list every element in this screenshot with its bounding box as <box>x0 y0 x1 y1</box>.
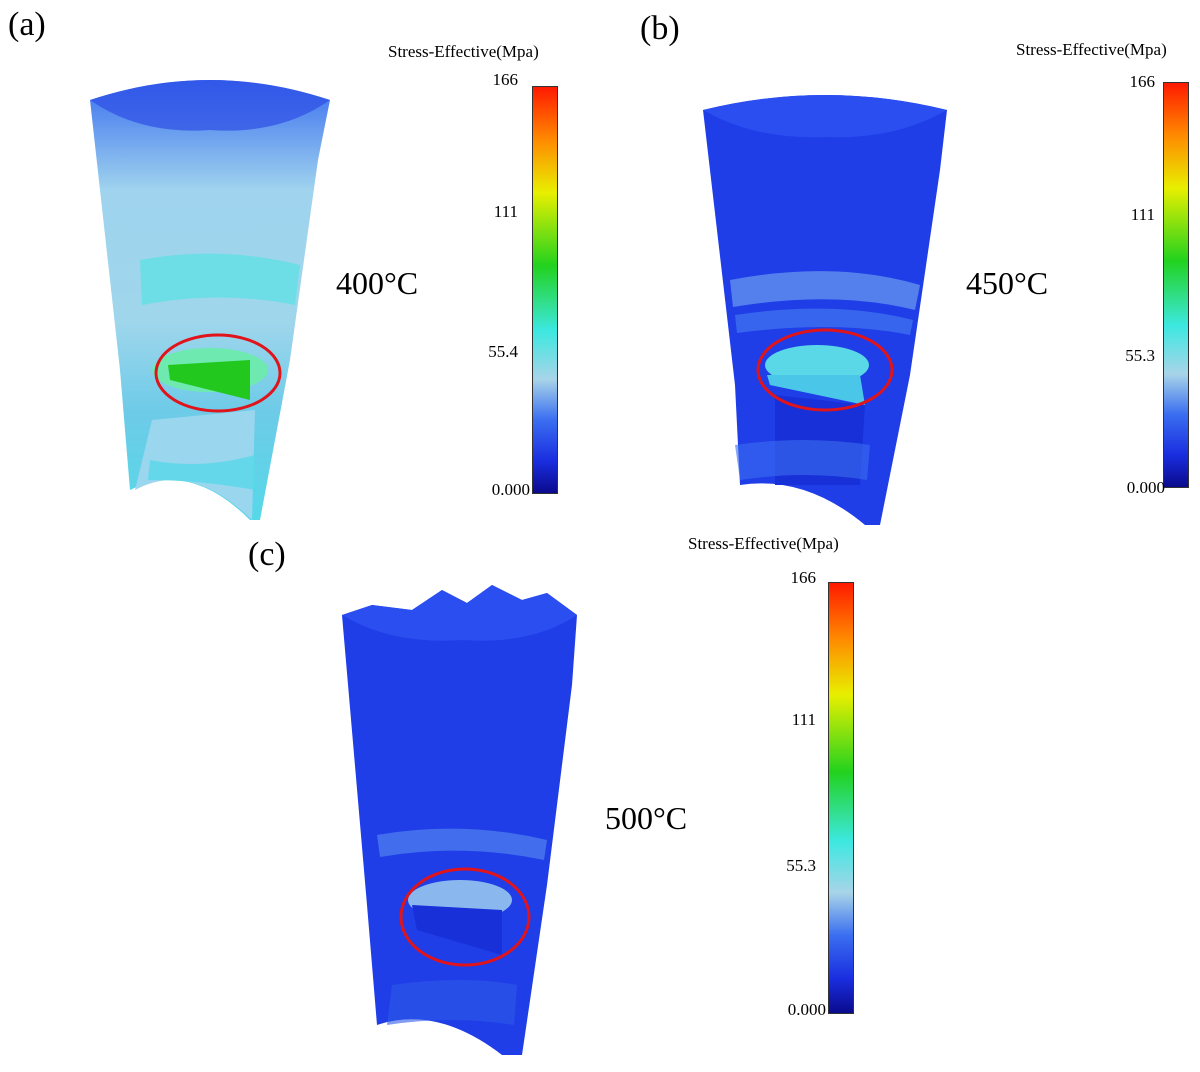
tick-a-111: 111 <box>493 202 518 221</box>
highlight-circle-c <box>399 867 531 967</box>
temperature-label-c: 500°C <box>605 800 688 836</box>
colorbar-b <box>1163 82 1189 488</box>
panel-label-a: (a) <box>8 6 46 43</box>
highlight-circle-a <box>154 333 282 413</box>
legend-title-c: Stress-Effective(Mpa) <box>688 534 839 553</box>
legend-title-b: Stress-Effective(Mpa) <box>1016 40 1167 59</box>
panel-label-c: (c) <box>248 536 286 573</box>
legend-title-a: Stress-Effective(Mpa) <box>388 42 539 61</box>
tick-a-0: 0.000 <box>491 480 530 499</box>
tick-b-0: 0.000 <box>1126 478 1165 497</box>
colorbar-c <box>828 582 854 1014</box>
panel-label-b: (b) <box>640 10 680 47</box>
tick-a-55: 55.4 <box>488 342 518 361</box>
tick-c-111: 111 <box>791 710 816 729</box>
tick-c-166: 166 <box>790 568 817 587</box>
tick-a-166: 166 <box>492 70 519 89</box>
stress-model-b <box>703 95 947 525</box>
tick-c-0: 0.000 <box>787 1000 826 1019</box>
stress-model-c <box>342 585 577 1055</box>
tick-b-166: 166 <box>1129 72 1156 91</box>
highlight-circle-b <box>756 328 894 412</box>
tick-b-111: 111 <box>1130 205 1155 224</box>
temperature-label-b: 450°C <box>966 265 1049 301</box>
temperature-label-a: 400°C <box>336 265 419 301</box>
tick-c-55: 55.3 <box>786 856 816 875</box>
stress-model-a <box>90 80 330 520</box>
tick-b-55: 55.3 <box>1125 346 1155 365</box>
colorbar-a <box>532 86 558 494</box>
